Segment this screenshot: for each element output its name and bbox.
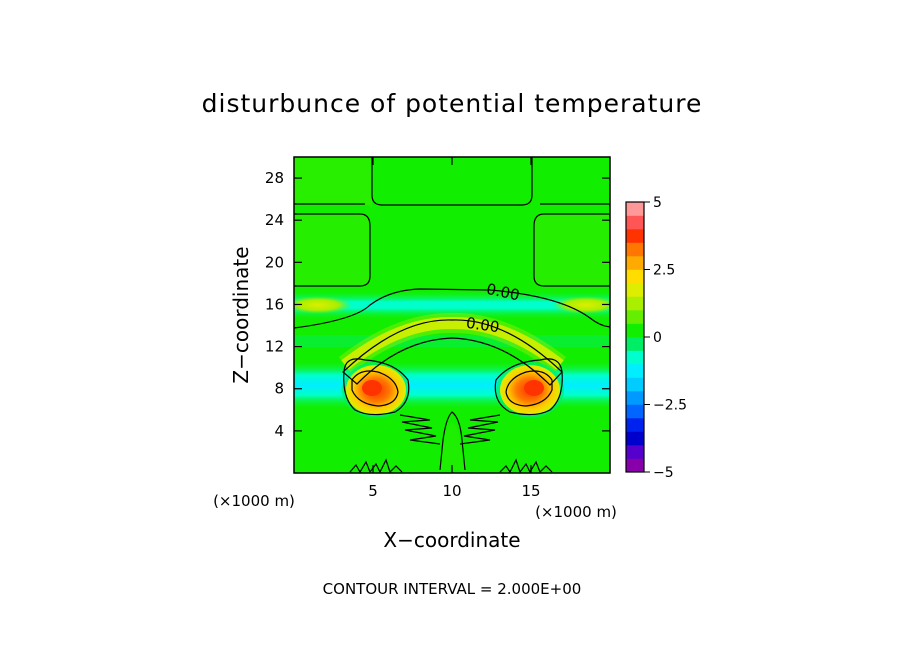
x-tick-label: 5 [368, 482, 378, 500]
colorbar-ticks: 5 2.5 0 −2.5 −5 [644, 195, 687, 481]
colorbar-segment [626, 310, 644, 324]
colorbar-segment [626, 337, 644, 351]
chart-title: disturbunce of potential temperature [202, 89, 703, 118]
colorbar-tick-label: 0 [653, 330, 662, 346]
colorbar-segment [626, 377, 644, 392]
y-tick-label: 8 [274, 380, 284, 398]
colorbar-segment [626, 458, 644, 473]
colorbar-segment [626, 364, 644, 378]
y-tick-label: 20 [265, 253, 284, 271]
contour-lines [294, 157, 610, 473]
colorbar-segment [626, 404, 644, 419]
colorbar-segment [626, 202, 644, 216]
colorbar-segment [626, 296, 644, 311]
x-axis-unit: (×1000 m) [535, 503, 617, 521]
y-tick-label: 24 [265, 211, 284, 229]
colorbar-segment [626, 323, 644, 338]
colorbar [625, 201, 645, 473]
colorbar-segment [626, 256, 644, 270]
y-tick-label: 4 [274, 422, 284, 440]
colorbar-segment [626, 283, 644, 297]
y-axis-ticks: 4 8 12 16 20 24 28 [265, 169, 610, 440]
y-axis-label: Z−coordinate [229, 246, 253, 383]
colorbar-segment [626, 445, 644, 459]
x-tick-label: 15 [521, 482, 540, 500]
colorbar-tick-label: 5 [653, 195, 662, 211]
colorbar-segment [626, 350, 644, 365]
colorbar-segment [626, 431, 644, 446]
colorbar-tick-label: −2.5 [653, 398, 687, 414]
colorbar-tick-label: 2.5 [653, 263, 675, 279]
x-axis-label: X−coordinate [383, 528, 520, 552]
y-axis-unit: (×1000 m) [213, 492, 295, 510]
contour-interval-note: CONTOUR INTERVAL = 2.000E+00 [323, 580, 582, 598]
x-axis-ticks: 5 10 15 [368, 157, 541, 500]
colorbar-tick-label: −5 [653, 465, 674, 481]
colorbar-segment [626, 242, 644, 257]
y-tick-label: 16 [265, 295, 284, 313]
y-tick-label: 12 [265, 338, 284, 356]
colorbar-segment [626, 269, 644, 284]
colorbar-segment [626, 391, 644, 405]
contour-label: 0.00 [465, 314, 501, 336]
colorbar-segment [626, 229, 644, 243]
colorbar-segment [626, 215, 644, 230]
colorbar-segment [626, 418, 644, 432]
y-tick-label: 28 [265, 169, 284, 187]
x-tick-label: 10 [442, 482, 461, 500]
